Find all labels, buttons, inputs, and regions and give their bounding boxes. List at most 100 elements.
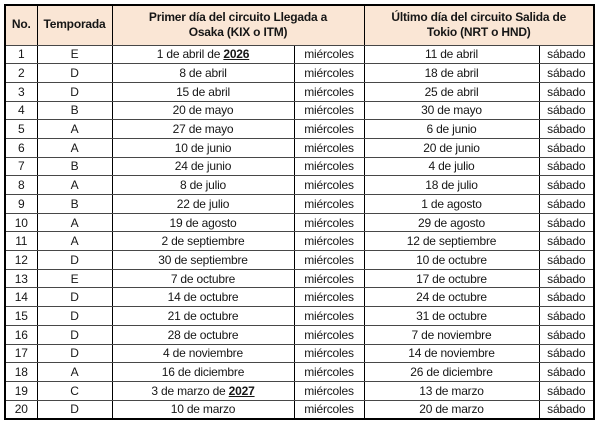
- llegada-day-cell: miércoles: [293, 119, 365, 139]
- llegada-date-text: 7 de octubre: [170, 271, 236, 286]
- table-row: 19 C 3 de marzo de 2027 miércoles 13 de …: [4, 381, 595, 401]
- salida-date-cell: 12 de septiembre: [363, 231, 540, 252]
- salida-day-cell: sábado: [538, 287, 595, 308]
- salida-day-cell: sábado: [538, 344, 595, 364]
- llegada-date-text: 1 de abril de: [156, 47, 224, 62]
- header-temporada: Temporada: [36, 5, 113, 46]
- llegada-date-text: 10 de junio: [174, 140, 232, 155]
- tour-schedule-table: No. Temporada Primer día del circuito Ll…: [4, 4, 595, 420]
- salida-date-cell: 7 de noviembre: [363, 325, 540, 345]
- table-row: 4 B 20 de mayo miércoles 30 de mayo sába…: [4, 101, 595, 121]
- llegada-date-text: 8 de abril: [179, 66, 227, 81]
- table-row: 18 A 16 de diciembre miércoles 26 de dic…: [4, 362, 595, 382]
- llegada-date-cell: 2 de septiembre: [111, 231, 295, 252]
- salida-date-cell: 6 de junio: [363, 119, 540, 139]
- table-row: 3 D 15 de abril miércoles 25 de abril sá…: [4, 82, 595, 102]
- header-primer-dia-line1: Primer día del circuito Llegada a: [148, 9, 328, 24]
- llegada-day-cell: miércoles: [293, 157, 365, 177]
- salida-day-cell: sábado: [538, 45, 595, 65]
- llegada-date-text: 30 de septiembre: [158, 252, 248, 267]
- llegada-date-cell: 10 de junio: [111, 138, 295, 158]
- salida-date-cell: 20 de marzo: [363, 400, 540, 420]
- temporada-cell: E: [36, 45, 113, 65]
- temporada-cell: A: [36, 119, 113, 139]
- llegada-day-cell: miércoles: [293, 82, 365, 102]
- llegada-date-text: 19 de agosto: [169, 215, 237, 230]
- salida-day-cell: sábado: [538, 119, 595, 139]
- header-row: No. Temporada Primer día del circuito Ll…: [4, 5, 595, 46]
- salida-day-cell: sábado: [538, 231, 595, 252]
- salida-date-cell: 31 de octubre: [363, 306, 540, 326]
- table-row: 12 D 30 de septiembre miércoles 10 de oc…: [4, 250, 595, 270]
- salida-day-cell: sábado: [538, 213, 595, 233]
- header-no: No.: [4, 5, 38, 46]
- table-row: 13 E 7 de octubre miércoles 17 de octubr…: [4, 269, 595, 289]
- llegada-date-text: 28 de octubre: [167, 327, 239, 342]
- llegada-day-cell: miércoles: [293, 325, 365, 345]
- llegada-date-text: 15 de abril: [176, 84, 230, 99]
- table-row: 5 A 27 de mayo miércoles 6 de junio sába…: [4, 119, 595, 139]
- llegada-day-cell: miércoles: [293, 287, 365, 308]
- llegada-day-cell: miércoles: [293, 362, 365, 382]
- llegada-day-cell: miércoles: [293, 213, 365, 233]
- salida-day-cell: sábado: [538, 157, 595, 177]
- table-row: 16 D 28 de octubre miércoles 7 de noviem…: [4, 325, 595, 345]
- row-number-cell: 3: [4, 82, 38, 102]
- salida-day-cell: sábado: [538, 269, 595, 289]
- salida-day-cell: sábado: [538, 362, 595, 382]
- row-number-cell: 2: [4, 63, 38, 83]
- llegada-date-cell: 19 de agosto: [111, 213, 295, 233]
- llegada-date-text: 2 de septiembre: [161, 234, 245, 249]
- llegada-year-text: 2027: [228, 383, 255, 398]
- temporada-cell: D: [36, 344, 113, 364]
- llegada-date-text: 4 de noviembre: [163, 346, 243, 361]
- llegada-date-cell: 3 de marzo de 2027: [111, 381, 295, 401]
- temporada-cell: D: [36, 325, 113, 345]
- llegada-date-cell: 7 de octubre: [111, 269, 295, 289]
- llegada-day-cell: miércoles: [293, 306, 365, 326]
- salida-day-cell: sábado: [538, 63, 595, 83]
- salida-day-cell: sábado: [538, 194, 595, 214]
- llegada-day-cell: miércoles: [293, 194, 365, 214]
- salida-date-cell: 4 de julio: [363, 157, 540, 177]
- temporada-cell: A: [36, 213, 113, 233]
- temporada-cell: D: [36, 400, 113, 420]
- llegada-date-cell: 15 de abril: [111, 82, 295, 102]
- salida-day-cell: sábado: [538, 400, 595, 420]
- header-ultimo-dia-line2: Tokio (NRT o HND): [426, 25, 531, 40]
- row-number-cell: 6: [4, 138, 38, 158]
- llegada-date-cell: 24 de junio: [111, 157, 295, 177]
- llegada-date-text: 20 de mayo: [172, 103, 234, 118]
- llegada-day-cell: miércoles: [293, 250, 365, 270]
- llegada-day-cell: miércoles: [293, 63, 365, 83]
- table-row: 6 A 10 de junio miércoles 20 de junio sá…: [4, 138, 595, 158]
- llegada-date-cell: 4 de noviembre: [111, 344, 295, 364]
- llegada-date-cell: 14 de octubre: [111, 287, 295, 308]
- llegada-date-text: 22 de julio: [176, 196, 230, 211]
- row-number-cell: 15: [4, 306, 38, 326]
- llegada-day-cell: miércoles: [293, 400, 365, 420]
- llegada-date-cell: 16 de diciembre: [111, 362, 295, 382]
- table-row: 17 D 4 de noviembre miércoles 14 de novi…: [4, 344, 595, 364]
- row-number-cell: 13: [4, 269, 38, 289]
- llegada-date-cell: 10 de marzo: [111, 400, 295, 420]
- salida-date-cell: 30 de mayo: [363, 101, 540, 121]
- salida-date-cell: 18 de abril: [363, 63, 540, 83]
- temporada-cell: B: [36, 157, 113, 177]
- row-number-cell: 9: [4, 194, 38, 214]
- salida-day-cell: sábado: [538, 325, 595, 345]
- llegada-date-text: 10 de marzo: [170, 402, 236, 417]
- temporada-cell: C: [36, 381, 113, 401]
- llegada-day-cell: miércoles: [293, 101, 365, 121]
- temporada-cell: A: [36, 138, 113, 158]
- llegada-date-cell: 8 de julio: [111, 175, 295, 195]
- llegada-day-cell: miércoles: [293, 231, 365, 252]
- llegada-date-cell: 20 de mayo: [111, 101, 295, 121]
- row-number-cell: 5: [4, 119, 38, 139]
- salida-day-cell: sábado: [538, 138, 595, 158]
- table-row: 8 A 8 de julio miércoles 18 de julio sáb…: [4, 175, 595, 195]
- table-row: 2 D 8 de abril miércoles 18 de abril sáb…: [4, 63, 595, 83]
- llegada-year-text: 2026: [223, 47, 250, 62]
- salida-day-cell: sábado: [538, 381, 595, 401]
- row-number-cell: 10: [4, 213, 38, 233]
